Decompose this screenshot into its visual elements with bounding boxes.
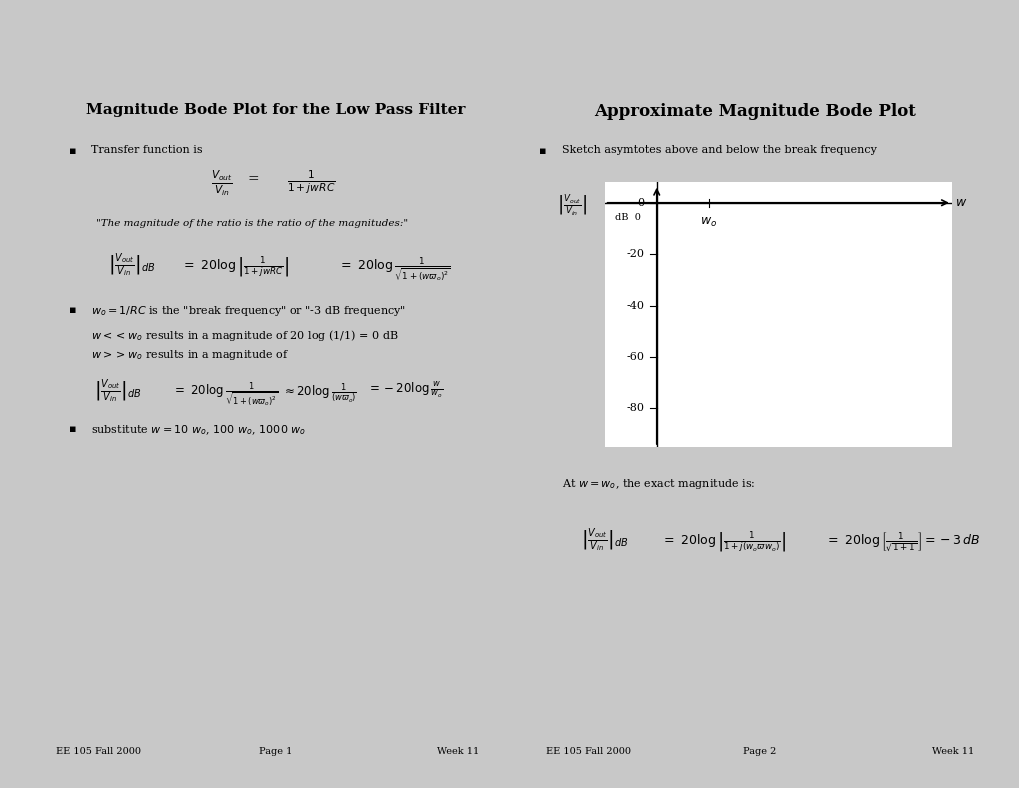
Text: -20: -20 xyxy=(626,249,644,259)
Text: ▪: ▪ xyxy=(538,146,546,156)
Text: -60: -60 xyxy=(626,352,644,362)
Text: dB  0: dB 0 xyxy=(614,213,640,222)
Text: At $w = w_o$, the exact magnitude is:: At $w = w_o$, the exact magnitude is: xyxy=(561,477,755,491)
Text: $= \ 20\log\left[\frac{1}{\sqrt{1+1}}\right] = -3\,dB$: $= \ 20\log\left[\frac{1}{\sqrt{1+1}}\ri… xyxy=(824,530,979,554)
Text: $= \ 20\log\left|\frac{1}{1+jwRC}\right|$: $= \ 20\log\left|\frac{1}{1+jwRC}\right|… xyxy=(181,255,289,279)
Text: -80: -80 xyxy=(626,403,644,414)
Text: Sketch asymtotes above and below the break frequency: Sketch asymtotes above and below the bre… xyxy=(561,145,876,155)
Text: $\frac{1}{1+jwRC}$: $\frac{1}{1+jwRC}$ xyxy=(286,169,335,196)
Text: =: = xyxy=(247,173,259,186)
Text: Magnitude Bode Plot for the Low Pass Filter: Magnitude Bode Plot for the Low Pass Fil… xyxy=(86,102,465,117)
Text: $\left|\frac{V_{out}}{V_{in}}\right|$: $\left|\frac{V_{out}}{V_{in}}\right|$ xyxy=(556,194,587,218)
Text: $w_o = 1/RC$ is the "break frequency" or "-3 dB frequency": $w_o = 1/RC$ is the "break frequency" or… xyxy=(92,304,406,318)
Text: $\left|\frac{V_{out}}{V_{in}}\right|_{dB}$: $\left|\frac{V_{out}}{V_{in}}\right|_{dB… xyxy=(580,526,628,554)
Text: $= \ 20\log\frac{1}{\sqrt{1+(w\varpi_o)^2}}$: $= \ 20\log\frac{1}{\sqrt{1+(w\varpi_o)^… xyxy=(172,381,278,410)
Text: 0: 0 xyxy=(637,198,644,208)
Text: $= \ 20\log\left|\frac{1}{1+j(w_o\varpi w_o)}\right|$: $= \ 20\log\left|\frac{1}{1+j(w_o\varpi … xyxy=(660,530,786,553)
Text: Approximate Magnitude Bode Plot: Approximate Magnitude Bode Plot xyxy=(593,102,915,120)
Text: $w << w_o$ results in a magnitude of 20 log (1/1) = 0 dB: $w << w_o$ results in a magnitude of 20 … xyxy=(92,328,398,343)
Text: ▪: ▪ xyxy=(69,305,76,314)
Text: substitute $w = 10\ w_o$, $100\ w_o$, $1000\ w_o$: substitute $w = 10\ w_o$, $100\ w_o$, $1… xyxy=(92,423,307,437)
Text: ▪: ▪ xyxy=(69,146,76,156)
Text: $\frac{V_{out}}{V_{in}}$: $\frac{V_{out}}{V_{in}}$ xyxy=(210,169,232,199)
Text: Transfer function is: Transfer function is xyxy=(92,145,203,155)
Text: Page 2: Page 2 xyxy=(743,748,775,756)
Text: $\left|\frac{V_{out}}{V_{in}}\right|_{dB}$: $\left|\frac{V_{out}}{V_{in}}\right|_{dB… xyxy=(108,251,156,280)
Text: Week 11: Week 11 xyxy=(931,748,973,756)
Text: $w_o$: $w_o$ xyxy=(700,216,716,229)
Text: EE 105 Fall 2000: EE 105 Fall 2000 xyxy=(545,748,630,756)
Text: -40: -40 xyxy=(626,300,644,310)
Text: $w$: $w$ xyxy=(955,196,967,210)
Text: $\left|\frac{V_{out}}{V_{in}}\right|_{dB}$: $\left|\frac{V_{out}}{V_{in}}\right|_{dB… xyxy=(95,377,142,405)
Text: $\approx 20\log\frac{1}{(w\varpi_o)}$: $\approx 20\log\frac{1}{(w\varpi_o)}$ xyxy=(282,381,357,404)
Text: Week 11: Week 11 xyxy=(437,748,479,756)
Text: $w >> w_o$ results in a magnitude of: $w >> w_o$ results in a magnitude of xyxy=(92,348,289,362)
Text: Page 1: Page 1 xyxy=(259,748,291,756)
Text: $= \ 20\log\frac{1}{\sqrt{1+(w\varpi_o)^2}}$: $= \ 20\log\frac{1}{\sqrt{1+(w\varpi_o)^… xyxy=(338,255,450,284)
Text: EE 105 Fall 2000: EE 105 Fall 2000 xyxy=(56,748,141,756)
Text: $= -20\log\frac{w}{w_o}$: $= -20\log\frac{w}{w_o}$ xyxy=(367,381,443,400)
Text: "The magnitude of the ratio is the ratio of the magnitudes:": "The magnitude of the ratio is the ratio… xyxy=(96,218,408,228)
Text: ▪: ▪ xyxy=(69,424,76,433)
